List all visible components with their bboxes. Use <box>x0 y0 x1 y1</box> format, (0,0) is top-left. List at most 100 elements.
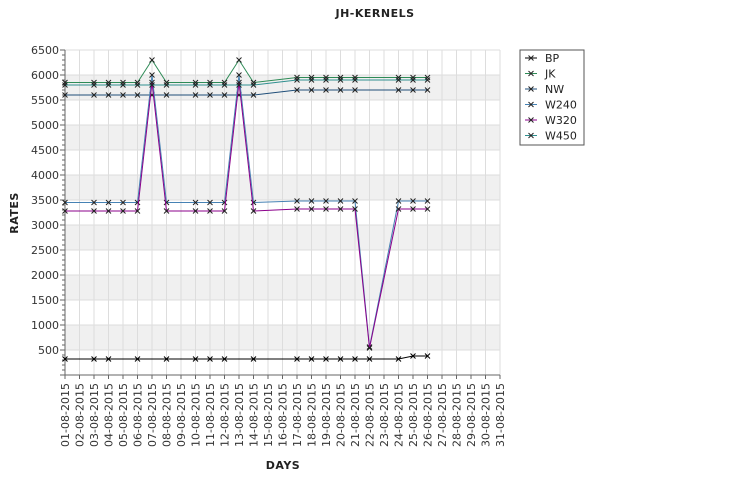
y-tick-label: 2500 <box>31 244 59 257</box>
series-w450-point <box>395 77 402 83</box>
series-w450-point <box>424 77 431 83</box>
x-tick-label: 26-08-2015 <box>422 383 435 447</box>
series-jk-point <box>134 79 141 86</box>
x-tick-label: 24-08-2015 <box>393 383 406 447</box>
series-nw-point <box>352 87 358 93</box>
x-tick-label: 30-08-2015 <box>480 383 493 447</box>
legend-label: NW <box>545 83 564 96</box>
series-w320-point <box>410 206 416 212</box>
legend-label: W450 <box>545 130 577 143</box>
legend-marker <box>528 55 534 61</box>
legend-label: W320 <box>545 114 577 127</box>
y-tick-label: 4000 <box>31 169 59 182</box>
legend-marker <box>528 117 534 123</box>
series-w320-point <box>366 345 373 351</box>
series-nw-point <box>250 92 257 98</box>
legend-label: W240 <box>545 99 577 112</box>
y-tick-label: 3500 <box>31 194 59 207</box>
series-jk-point <box>192 79 199 86</box>
series-w240-point <box>352 198 358 204</box>
series-bp-point <box>250 356 257 362</box>
series-w320-point <box>91 208 97 214</box>
x-tick-label: 31-08-2015 <box>494 383 507 447</box>
series-w450-point <box>236 82 242 88</box>
y-tick-label: 2000 <box>31 269 59 282</box>
series-nw-point <box>192 92 199 98</box>
series-nw-point <box>120 92 126 98</box>
series-w320-point <box>120 208 126 214</box>
series-bp-point <box>395 356 402 362</box>
x-tick-label: 05-08-2015 <box>117 383 130 447</box>
series-nw-point <box>134 92 141 98</box>
series-w450-point <box>221 82 228 88</box>
series-nw-point <box>424 87 431 93</box>
series-bp-point <box>221 356 228 362</box>
series-w320-point <box>323 206 329 212</box>
series-w450-point <box>410 77 416 83</box>
series-w450-point <box>62 82 68 88</box>
x-tick-label: 15-08-2015 <box>262 383 275 447</box>
series-jk-point <box>236 57 242 63</box>
x-tick-label: 25-08-2015 <box>407 383 420 447</box>
series-w240-point <box>250 199 257 206</box>
y-tick-label: 5000 <box>31 119 59 132</box>
series-w240-point <box>62 199 68 206</box>
series-w240-point <box>236 72 242 78</box>
y-tick-label: 3000 <box>31 219 59 232</box>
x-tick-label: 11-08-2015 <box>204 383 217 447</box>
legend-item-w240: W240 <box>525 99 577 112</box>
x-tick-label: 10-08-2015 <box>190 383 203 447</box>
legend-marker <box>528 86 534 92</box>
x-tick-label: 23-08-2015 <box>378 383 391 447</box>
series-w450-point <box>134 82 141 88</box>
series-w240-point <box>120 199 126 206</box>
series-jk-point <box>207 79 213 86</box>
legend-label: BP <box>545 52 560 65</box>
series-jk-point <box>337 74 344 81</box>
series-lines <box>62 57 431 362</box>
x-tick-label: 02-08-2015 <box>74 383 87 447</box>
series-jk-point <box>395 74 402 81</box>
series-w450-point <box>91 82 97 88</box>
series-w320-point <box>207 208 213 214</box>
series-jk-point <box>410 74 416 81</box>
y-tick-label: 6000 <box>31 69 59 82</box>
series-nw-point <box>323 87 329 93</box>
series-bp-point <box>366 356 373 362</box>
series-w240-point <box>424 198 431 204</box>
series-w320-point <box>294 206 300 212</box>
series-line <box>65 89 428 96</box>
series-jk-point <box>323 74 329 81</box>
series-w450-point <box>192 82 199 88</box>
series-w240-point <box>149 72 155 78</box>
series-nw-point <box>294 87 300 93</box>
legend-marker <box>528 101 534 108</box>
series-bp-point <box>207 356 213 362</box>
series-nw-point <box>163 92 170 98</box>
y-tick-label: 4500 <box>31 144 59 157</box>
series-jk-point <box>424 74 431 81</box>
grid-lines <box>64 49 501 376</box>
series-bp-point <box>337 356 344 362</box>
series-w320-point <box>308 206 315 212</box>
series-jk-point <box>91 79 97 86</box>
series-w450-point <box>250 82 257 88</box>
series-bp-point <box>134 356 141 362</box>
x-tick-label: 14-08-2015 <box>248 383 261 447</box>
x-tick-label: 17-08-2015 <box>291 383 304 447</box>
series-line <box>65 82 428 349</box>
series-jk-point <box>163 79 170 86</box>
legend-item-w320: W320 <box>525 114 577 127</box>
series-w320-point <box>105 208 112 214</box>
legend: BP JK NW W240 W320 W450 <box>519 49 585 146</box>
series-w450-point <box>207 82 213 88</box>
series-bp-point <box>352 356 358 362</box>
x-tick-label: 13-08-2015 <box>233 383 246 447</box>
x-tick-label: 07-08-2015 <box>146 383 159 447</box>
series-w320-point <box>62 208 68 214</box>
series-bp <box>62 353 431 362</box>
series-nw-point <box>395 87 402 93</box>
series-w320-point <box>163 208 170 214</box>
x-tick-label: 04-08-2015 <box>103 383 116 447</box>
series-nw-point <box>410 87 416 93</box>
